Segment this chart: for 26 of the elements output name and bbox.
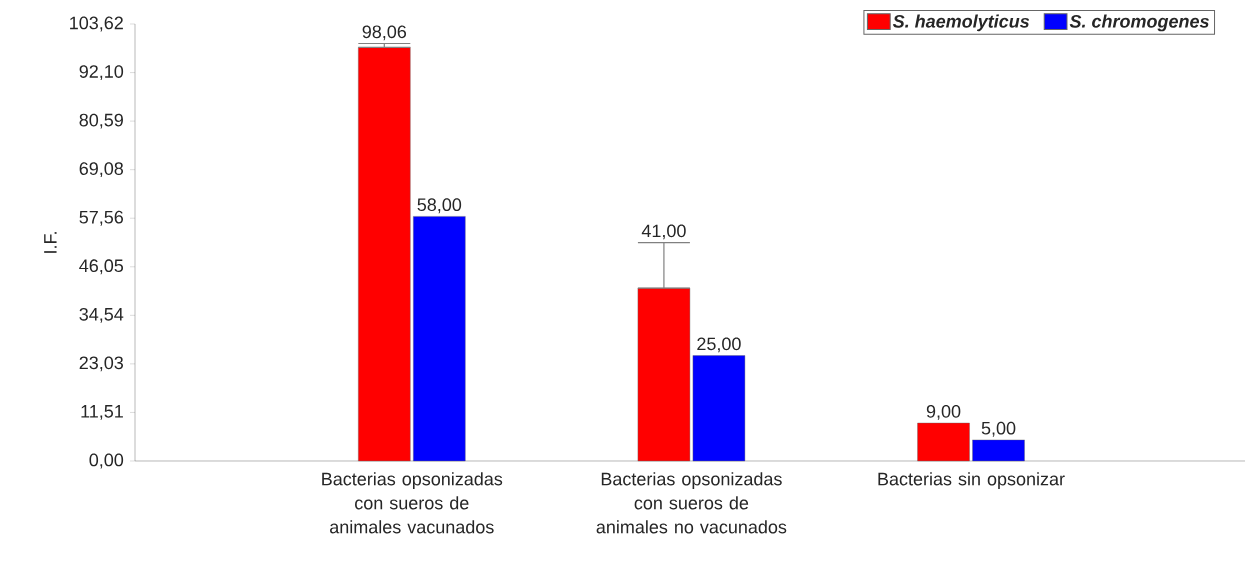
data-label: 25,00 — [697, 337, 741, 353]
y-tick-label: 23,03 — [79, 356, 124, 372]
bar — [917, 422, 970, 462]
x-tick-label: Bacterias sin opsonizar — [878, 472, 1065, 489]
y-tick-label: 11,51 — [81, 405, 123, 420]
y-tick-label: 103,62 — [70, 16, 123, 32]
y-tick-label: 69,08 — [79, 162, 124, 178]
legend-label: S. chromogenes — [1069, 14, 1209, 32]
data-label: 5,00 — [981, 421, 1016, 437]
bar — [413, 216, 466, 462]
y-tick-label: 34,54 — [79, 307, 124, 323]
y-tick-label: 0,00 — [89, 453, 124, 469]
legend-label: S. haemolyticus — [892, 14, 1030, 32]
data-label: 58,00 — [417, 198, 462, 214]
bar — [358, 47, 411, 462]
data-label: 9,00 — [926, 404, 961, 420]
y-tick-label: 80,59 — [79, 113, 123, 129]
bar — [972, 439, 1025, 462]
y-tick-label: 57,56 — [79, 210, 124, 226]
data-label: 98,06 — [362, 25, 407, 41]
x-tick-label: Bacterias opsonizadas con sueros de animales vacunados — [322, 472, 503, 534]
data-label: 41,00 — [641, 224, 686, 240]
y-tick-label: 46,05 — [79, 259, 124, 275]
y-tick-label: 92,10 — [79, 65, 124, 81]
x-tick-label: Bacterias opsonizadas con sueros de animales no vacunados — [596, 472, 787, 534]
y-axis-title: I.F. — [44, 232, 57, 253]
